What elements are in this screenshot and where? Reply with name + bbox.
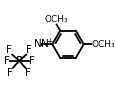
Text: +: + [46,37,53,46]
Text: N: N [34,39,41,49]
Text: F: F [6,45,12,55]
Text: OCH₃: OCH₃ [44,15,68,24]
Text: N: N [40,39,48,49]
Text: P: P [16,56,22,66]
Text: F: F [25,68,31,78]
Text: F: F [29,56,34,66]
Text: F: F [4,56,10,66]
Text: F: F [26,45,32,55]
Text: F: F [7,68,13,78]
Text: −: − [18,53,25,62]
Text: OCH₃: OCH₃ [91,40,114,49]
